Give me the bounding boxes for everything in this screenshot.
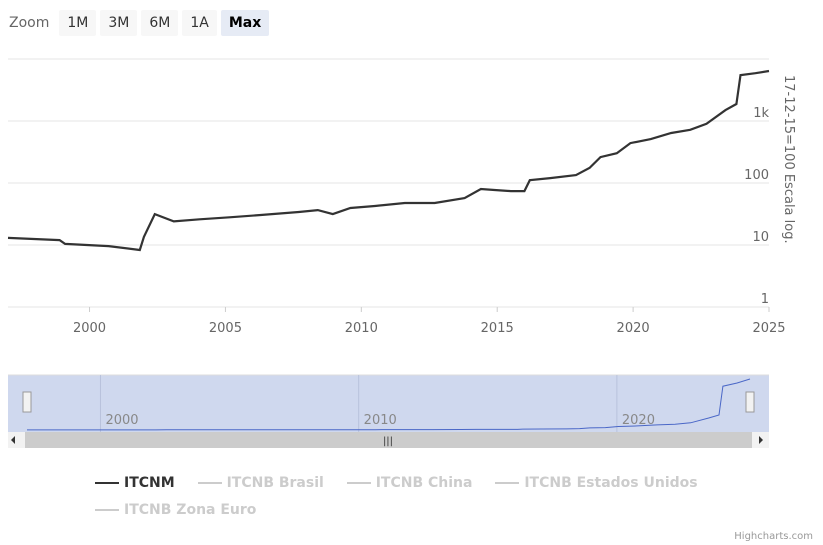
scrollbar-grip-icon: ||| bbox=[383, 436, 393, 447]
y-tick-label: 10 bbox=[752, 230, 769, 245]
credits-link[interactable]: Highcharts.com bbox=[734, 531, 813, 542]
legend-item-brasil[interactable]: ITCNB Brasil bbox=[197, 475, 324, 491]
chart: 1 10 100 1k 2000 2005 2010 2015 2020 2025 17-12-15… bbox=[7, 58, 796, 448]
legend-swatch bbox=[95, 509, 119, 511]
navigator-handle-left[interactable] bbox=[22, 391, 32, 413]
zoom-max-button[interactable]: Max bbox=[220, 10, 270, 36]
x-tick-label: 2010 bbox=[345, 321, 378, 336]
legend-label: ITCNM bbox=[124, 475, 175, 491]
x-tick-label: 2000 bbox=[73, 321, 106, 336]
series-line-itcnm bbox=[7, 69, 770, 252]
scroll-left-arrow-icon[interactable] bbox=[11, 436, 15, 444]
legend-item-estados-unidos[interactable]: ITCNB Estados Unidos bbox=[495, 475, 698, 491]
zoom-1a-button[interactable]: 1A bbox=[182, 10, 217, 36]
legend-label: ITCNB Brasil bbox=[226, 475, 324, 491]
navigator-tick-label: 2020 bbox=[622, 413, 655, 428]
legend-item-itcnm[interactable]: ITCNM bbox=[95, 475, 175, 491]
x-tick-label: 2015 bbox=[481, 321, 514, 336]
zoom-6m-button[interactable]: 6M bbox=[141, 10, 179, 36]
navigator-mask bbox=[8, 375, 769, 432]
zoom-1m-button[interactable]: 1M bbox=[59, 10, 97, 36]
scrollbar-thumb[interactable] bbox=[25, 432, 752, 448]
legend-item-china[interactable]: ITCNB China bbox=[346, 475, 473, 491]
y-tick-label: 100 bbox=[744, 168, 769, 183]
y-axis-title: 17-12-15=100 Escala log. bbox=[781, 75, 796, 244]
x-tick-label: 2020 bbox=[617, 321, 650, 336]
x-tick-label: 2005 bbox=[209, 321, 242, 336]
zoom-label: Zoom bbox=[9, 15, 50, 31]
legend-swatch bbox=[346, 482, 371, 484]
legend-item-zona-euro[interactable]: ITCNB Zona Euro bbox=[95, 502, 256, 518]
legend-swatch bbox=[197, 482, 222, 484]
scroll-right-arrow-icon[interactable] bbox=[759, 436, 763, 444]
y-tick-label: 1k bbox=[753, 106, 769, 121]
range-selector: Zoom 1M 3M 6M 1A Max bbox=[9, 10, 270, 36]
zoom-3m-button[interactable]: 3M bbox=[100, 10, 138, 36]
navigator-series-line bbox=[27, 378, 751, 431]
legend-label: ITCNB Zona Euro bbox=[124, 502, 257, 518]
navigator-handle-right[interactable] bbox=[745, 391, 755, 413]
navigator-tick-label: 2000 bbox=[105, 413, 138, 428]
legend-swatch bbox=[495, 482, 520, 484]
y-tick-label: 1 bbox=[761, 292, 769, 307]
legend: ITCNM ITCNB Brasil ITCNB China ITCNB Est… bbox=[95, 472, 775, 526]
legend-swatch bbox=[95, 482, 119, 484]
navigator-tick-label: 2010 bbox=[364, 413, 397, 428]
x-tick-label: 2025 bbox=[752, 321, 785, 336]
legend-label: ITCNB Estados Unidos bbox=[524, 475, 698, 491]
legend-label: ITCNB China bbox=[375, 475, 473, 491]
